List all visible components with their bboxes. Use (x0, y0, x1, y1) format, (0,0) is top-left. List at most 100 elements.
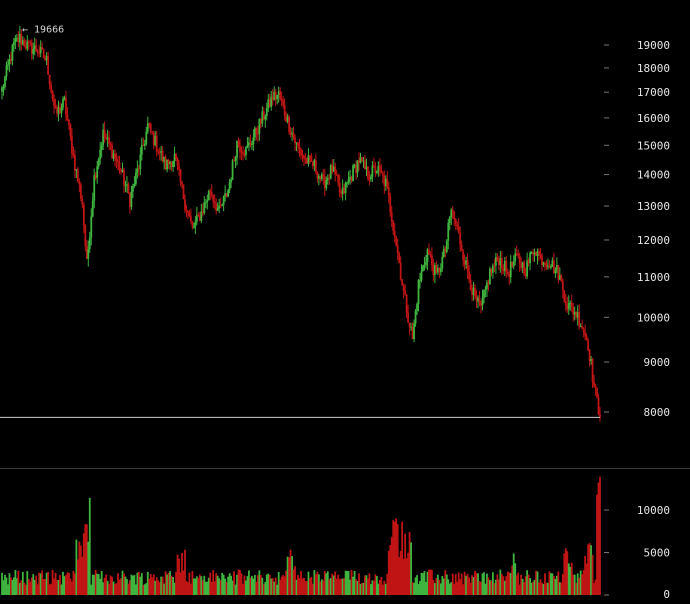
candle-body (239, 145, 241, 152)
candle-body (307, 155, 310, 164)
volume-bar (23, 582, 26, 595)
candle-body (448, 217, 451, 224)
candle-body (472, 287, 475, 295)
volume-bar (500, 573, 503, 595)
volume-bar (517, 572, 520, 595)
candle-body (172, 160, 174, 168)
candle-body (256, 133, 259, 135)
volume-bar (425, 581, 427, 595)
volume-bar (102, 582, 105, 595)
price-tick-label: 15000 (637, 139, 670, 152)
volume-bar (277, 571, 280, 595)
candle-body (554, 269, 557, 274)
candle-body (552, 260, 555, 274)
volume-bar (539, 579, 542, 595)
candle-body (557, 265, 560, 280)
candle-body (54, 106, 57, 109)
volume-bar (503, 580, 506, 595)
candle-body (212, 195, 215, 202)
volume-bar (320, 579, 323, 595)
volume-bar (139, 576, 142, 595)
volume-bar (362, 582, 365, 595)
volume-bar (151, 577, 154, 595)
price-tick-label: 9000 (644, 356, 671, 369)
volume-bar (401, 521, 404, 595)
candle-body (398, 253, 401, 263)
volume-bar (558, 582, 561, 595)
candle-body (289, 131, 292, 135)
volume-bar (453, 583, 456, 595)
price-tick-label: 17000 (637, 86, 670, 99)
candle-body (445, 240, 448, 253)
volume-bar (258, 570, 261, 595)
volume-bar (567, 563, 570, 595)
candle-body (175, 153, 177, 159)
volume-bar (44, 579, 47, 595)
volume-bar (375, 576, 378, 595)
candle-body (417, 280, 420, 305)
candle-body (433, 265, 436, 275)
candle-body (389, 196, 392, 213)
volume-bar (94, 570, 97, 595)
volume-bar (523, 582, 526, 595)
candle-body (69, 124, 72, 136)
volume-bar (56, 580, 58, 595)
volume-bar (63, 576, 66, 595)
volume-bar (456, 581, 459, 595)
candle-body (387, 187, 390, 197)
volume-bar (338, 579, 341, 595)
candle-body (493, 265, 496, 267)
volume-bar (291, 556, 293, 595)
volume-bar (194, 578, 197, 595)
volume-bar (393, 521, 396, 595)
candle-body (359, 157, 362, 163)
volume-bar (140, 573, 143, 595)
candle-body (548, 265, 551, 268)
candle-body (334, 166, 337, 175)
candle-body (352, 165, 354, 181)
candle-body (361, 157, 363, 162)
volume-bar (526, 570, 529, 595)
volume-bar (280, 576, 283, 595)
volume-bar (130, 574, 133, 595)
candle-body (142, 145, 145, 147)
volume-bar (112, 581, 115, 595)
candle-body (530, 252, 533, 254)
volume-bar (459, 579, 462, 595)
candle-body (295, 142, 298, 144)
candle-body (72, 153, 75, 156)
candle-body (42, 49, 45, 59)
volume-bar (487, 577, 490, 595)
volume-bar (45, 572, 48, 595)
candle-body (188, 212, 191, 217)
volume-bar (326, 571, 329, 595)
volume-bar (457, 572, 460, 595)
volume-bar (550, 573, 552, 595)
volume-bar (306, 581, 308, 595)
volume-bar (560, 582, 563, 595)
volume-bar (78, 541, 81, 595)
volume-bar (496, 574, 499, 595)
volume-bar (42, 579, 45, 595)
volume-bar (509, 573, 512, 595)
volume-bar (160, 576, 163, 595)
candle-body (365, 166, 368, 170)
volume-bar (490, 580, 493, 595)
candle-body (30, 42, 33, 54)
candle-body (53, 98, 55, 107)
volume-bar (148, 578, 151, 595)
candle-body (143, 143, 146, 146)
candle-body (304, 158, 307, 160)
volume-bar (489, 580, 491, 595)
volume-bar (243, 575, 246, 595)
candle-body (230, 179, 232, 183)
candle-body (225, 193, 228, 197)
volume-bar (532, 581, 534, 595)
volume-bar (60, 584, 63, 595)
volume-bar (236, 574, 238, 595)
candle-body (163, 156, 166, 162)
candle-body (597, 397, 600, 415)
candle-body (206, 200, 209, 203)
volume-bar (337, 574, 340, 595)
volume-bar (491, 572, 494, 595)
